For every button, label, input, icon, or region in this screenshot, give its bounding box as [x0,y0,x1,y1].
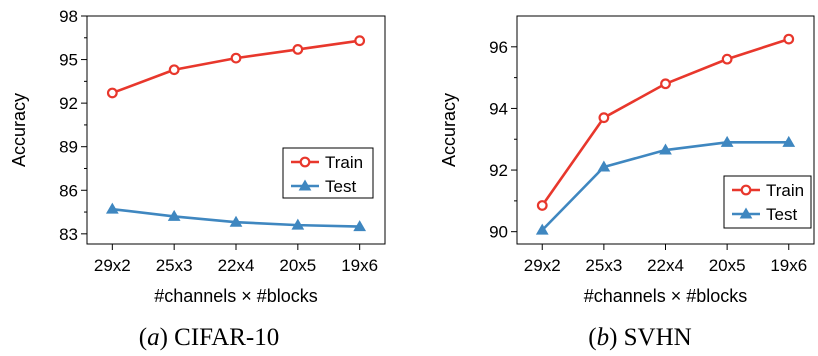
x-tick-label: 20x5 [279,256,316,275]
legend-marker [299,156,311,168]
figure-caption: (b) SVHN [588,324,691,351]
series-train [106,35,366,99]
caption-text: CIFAR-10 [174,324,279,351]
caption-paren-close: ) [609,324,624,351]
data-point [292,44,304,55]
legend-marker [739,207,753,219]
x-tick-label: 29x2 [524,256,561,275]
legend-label: Train [766,181,804,200]
data-point [598,112,610,124]
data-point [536,200,548,211]
data-point [535,223,549,235]
legend-label: Test [325,177,356,196]
legend: Train Test [723,175,812,229]
data-point [720,135,734,147]
y-tick-label: 95 [59,51,78,70]
data-point [721,53,733,65]
x-tick-label: 25x3 [156,256,193,275]
legend-label: Test [766,205,797,224]
x-tick-label: 25x3 [585,256,622,275]
y-tick-label: 92 [59,94,78,113]
caption-letter: a [147,324,160,351]
y-tick-label: 98 [59,7,78,26]
data-point [354,35,366,47]
y-tick-label: 86 [59,181,78,200]
legend-box [723,175,812,229]
plot-area [86,15,386,245]
y-tick-label: 96 [489,38,508,57]
x-tick-label: 20x5 [709,256,746,275]
series-train [536,33,795,211]
caption-letter: b [597,324,610,351]
x-tick-label: 22x4 [218,256,255,275]
y-tick-label: 83 [59,225,78,244]
y-tick-label: 90 [489,223,508,242]
data-point [230,52,242,64]
y-tick-label: 94 [489,99,508,118]
chart-panel-2: 96 94 92 90 29x2 25x3 22x4 20x5 19x6 #channels × … [439,15,815,351]
x-tick-label: 29x2 [94,256,131,275]
series-line [111,39,360,95]
x-axis-label: #channels × #blocks [584,286,748,306]
chart-panel-1: 98 95 92 89 86 83 29x2 25x3 22x4 20x5 19x6 #channel… [9,7,386,351]
y-axis-label: Accuracy [9,93,29,167]
data-point [660,78,671,90]
series-test [535,135,796,235]
legend-marker [740,184,752,196]
legend-box [282,147,374,199]
x-axis-label: #channels × #blocks [154,286,318,306]
caption-paren-close: ) [160,324,175,351]
y-tick-label: 92 [489,161,508,180]
data-point [229,215,243,227]
data-point [105,202,119,214]
series-test [105,202,367,232]
x-tick-label: 19x6 [770,256,807,275]
legend: Train Test [282,147,374,199]
data-point [782,135,796,147]
data-point [659,143,672,155]
data-point [168,64,180,76]
data-point [353,220,367,232]
legend-marker [298,179,312,191]
y-tick-label: 89 [59,138,78,157]
data-point [783,33,795,45]
caption-text: SVHN [624,324,692,351]
data-point [167,209,181,221]
y-axis-label: Accuracy [439,93,459,167]
x-tick-label: 22x4 [647,256,684,275]
caption-paren-open: ( [588,324,596,351]
figure-caption: (a) CIFAR-10 [139,324,280,351]
data-point [106,87,118,99]
caption-paren-open: ( [139,324,147,351]
x-tick-label: 19x6 [341,256,378,275]
data-point [597,160,611,172]
legend-label: Train [325,153,363,172]
data-point [291,218,305,230]
